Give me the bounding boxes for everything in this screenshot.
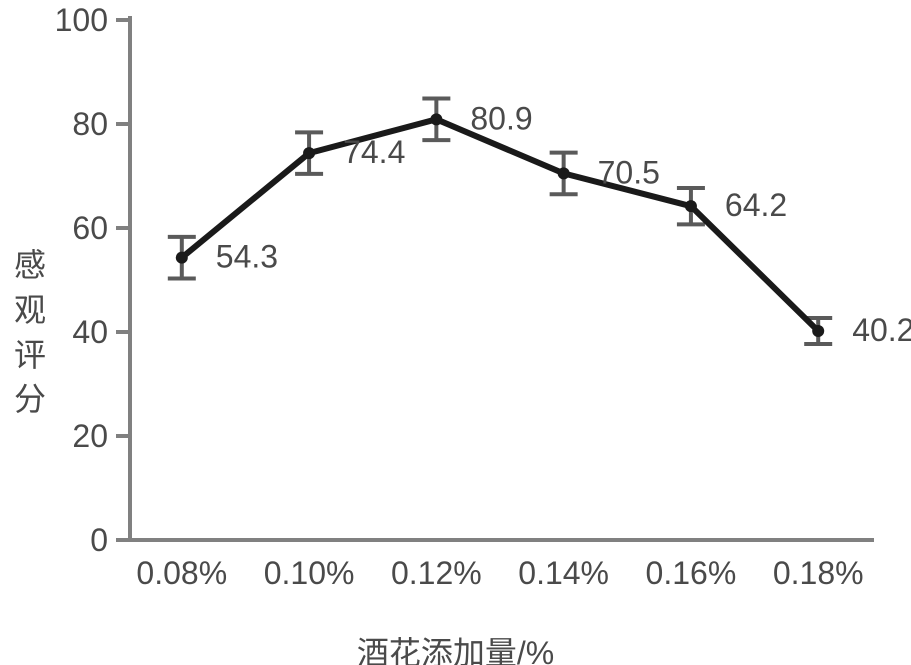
data-label: 40.2 <box>852 312 911 348</box>
y-axis-label-char: 感 <box>14 243 46 288</box>
data-label: 64.2 <box>725 187 787 223</box>
data-marker <box>176 252 188 264</box>
data-label: 80.9 <box>470 100 532 136</box>
x-tick-label: 0.10% <box>264 555 355 591</box>
y-tick-label: 0 <box>90 522 108 558</box>
x-tick-label: 0.12% <box>391 555 482 591</box>
y-axis-label: 感 观 评 分 <box>0 0 60 665</box>
y-tick-label: 60 <box>72 210 108 246</box>
y-tick-label: 40 <box>72 314 108 350</box>
y-tick-label: 100 <box>55 2 108 38</box>
x-axis-label: 酒花添加量/% <box>0 628 911 665</box>
data-marker <box>303 147 315 159</box>
y-tick-label: 80 <box>72 106 108 142</box>
y-axis-label-char: 评 <box>14 333 46 378</box>
data-label: 70.5 <box>598 154 660 190</box>
data-label: 74.4 <box>343 134 405 170</box>
chart-svg: 0 20 40 60 80 100 0.08% 0.10% 0.12% 0.14% 0.16% 0.1… <box>0 0 911 665</box>
data-label: 54.3 <box>216 239 278 275</box>
x-tick-label: 0.18% <box>773 555 864 591</box>
chart-container: 0 20 40 60 80 100 0.08% 0.10% 0.12% 0.14% 0.16% 0.1… <box>0 0 911 665</box>
x-tick-label: 0.16% <box>646 555 737 591</box>
x-tick-label: 0.08% <box>136 555 227 591</box>
data-marker <box>430 113 442 125</box>
data-marker <box>685 200 697 212</box>
x-tick-label: 0.14% <box>518 555 609 591</box>
y-tick-label: 20 <box>72 418 108 454</box>
y-axis-label-char: 分 <box>14 377 46 422</box>
y-axis-label-char: 观 <box>14 288 46 333</box>
data-marker <box>812 325 824 337</box>
data-marker <box>558 167 570 179</box>
